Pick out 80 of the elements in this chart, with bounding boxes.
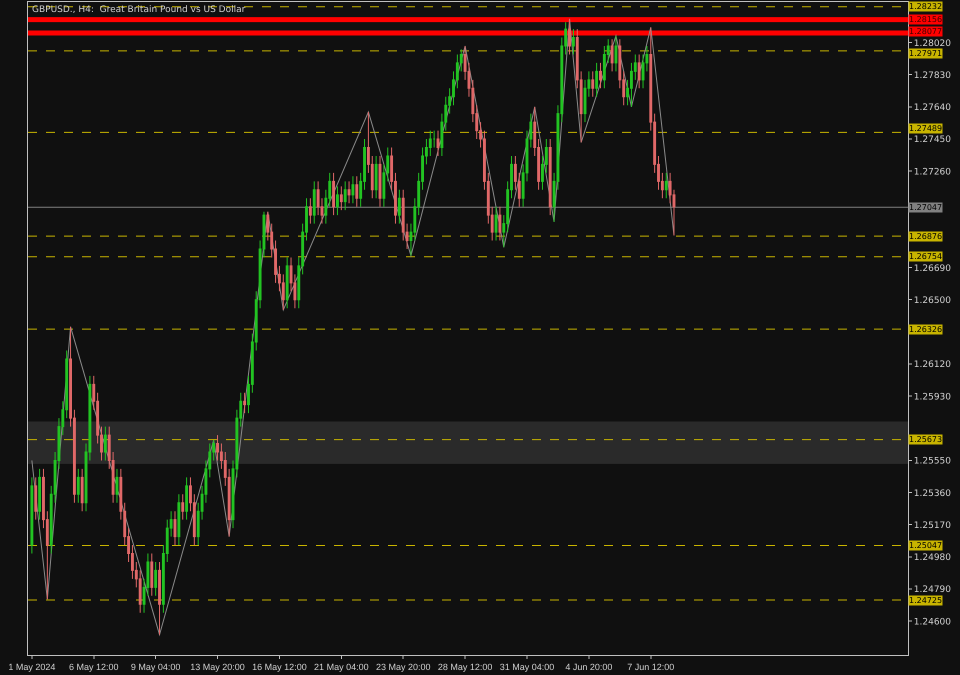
candlestick [332,172,336,216]
ref-line-label: 1.28232 [909,2,942,11]
x-tick-label: 1 May 2024 [8,662,56,672]
candlestick [494,206,498,242]
candlestick [80,468,84,512]
candlestick [572,28,575,55]
x-tick-label: 13 May 20:00 [190,662,245,672]
candlestick [351,176,354,204]
candlestick [174,510,176,546]
ref-line-label: 1.25673 [909,435,942,444]
x-tick-label: 7 Jun 12:00 [627,662,674,672]
candlestick [38,468,42,520]
ref-line-label: 1.25047 [909,541,942,550]
candlestick [568,18,571,55]
candlestick [374,155,378,199]
candlestick [177,494,180,546]
candlestick [378,155,382,208]
candlestick [185,476,188,520]
candlestick [348,180,350,204]
candlestick [548,138,552,216]
candlestick [336,186,339,216]
ref-line-label: 1.27971 [909,49,942,58]
y-tick-label: 1.25360 [914,488,952,499]
x-tick-label: 16 May 12:00 [252,662,307,672]
candlestick [638,54,641,89]
ref-line-label: 1.27489 [909,124,942,133]
candlestick [158,561,161,636]
ref-line-label: 1.28077 [909,27,942,36]
candlestick [150,553,154,596]
candlestick [340,186,343,211]
y-tick-label: 1.25930 [914,392,952,402]
x-tick-label: 21 May 04:00 [314,662,369,672]
candlestick [181,494,184,520]
y-tick-label: 1.24790 [914,585,952,596]
y-tick-label: 1.24980 [914,553,952,564]
candlestick [344,180,347,211]
candlestick [286,256,289,309]
candlestick [610,38,614,72]
candlestick [308,198,312,224]
candlestick [355,176,358,208]
x-tick-label: 28 May 12:00 [438,662,492,672]
candlestick [599,62,602,89]
y-tick-label: 1.27830 [914,70,952,81]
x-tick-label: 6 May 12:00 [68,662,119,672]
candlestick [116,468,118,504]
candlestick [664,172,668,199]
candlestick [34,476,38,520]
candlestick [436,130,440,156]
x-tick-label: 4 Jun 20:00 [565,662,612,672]
candlestick [104,426,107,461]
y-tick-label: 1.25550 [914,456,952,467]
candlestick [498,206,502,242]
candlestick [595,62,598,98]
ref-line-label: 1.26326 [909,325,942,334]
y-tick-label: 1.27640 [914,103,952,114]
y-tick-label: 1.26690 [914,264,952,274]
candlestick [76,468,80,504]
candlestick [312,180,316,224]
chart-title: GBPUSD., H4: Great Britain Pound vs US Dollar [32,5,246,15]
x-tick-label: 9 May 04:00 [130,662,180,672]
ref-line-label: 1.27047 [909,203,942,212]
candlestick [154,561,158,596]
ref-line-label: 1.26876 [909,232,942,241]
y-tick-label: 1.25170 [914,520,952,531]
ref-line-label: 1.24725 [909,596,942,605]
candlestick [30,476,34,554]
ref-line-label: 1.26754 [909,252,942,261]
candlestick [398,189,401,224]
y-tick-label: 1.28020 [914,38,952,49]
y-tick-label: 1.27450 [914,135,952,146]
candlestick [243,392,246,414]
x-tick-label: 23 May 20:00 [376,662,430,672]
x-tick-label: 31 May 04:00 [500,662,554,672]
ref-line-label: 1.28156 [909,15,942,24]
y-tick-label: 1.27260 [914,167,952,178]
y-tick-label: 1.26120 [914,360,952,370]
candlestick [591,70,594,98]
y-tick-label: 1.26500 [914,296,952,306]
y-tick-label: 1.24600 [914,617,952,628]
candlestick [614,35,618,72]
